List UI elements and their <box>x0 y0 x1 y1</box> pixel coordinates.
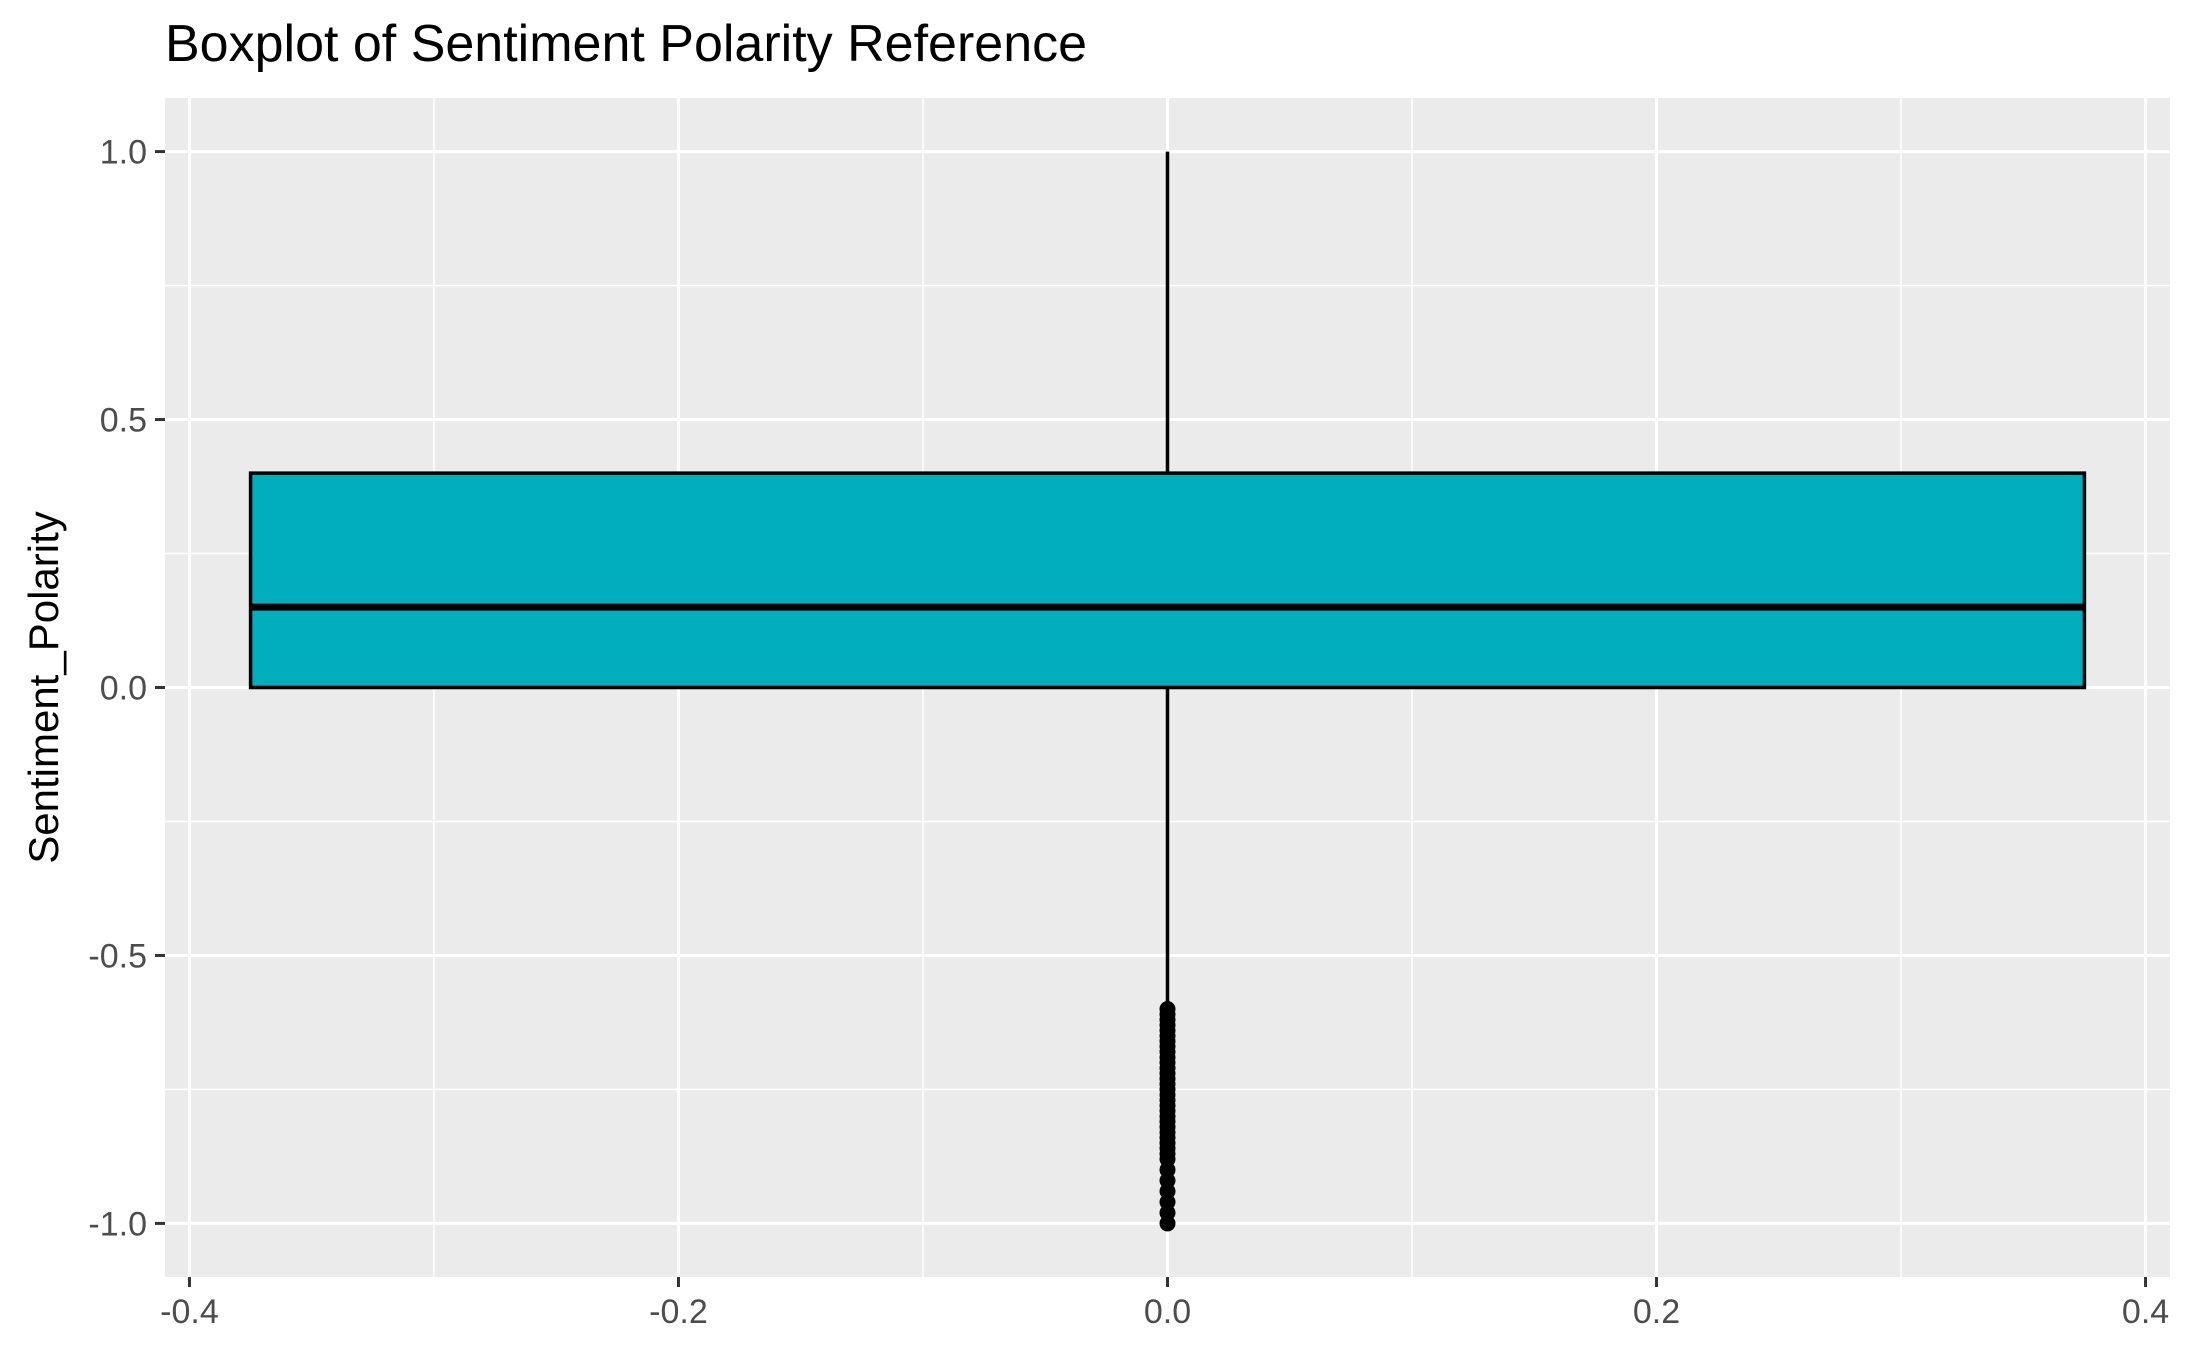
y-tick-label: 1.0 <box>100 134 147 172</box>
chart-title: Boxplot of Sentiment Polarity Reference <box>165 15 1088 73</box>
x-tick-label: 0.2 <box>1633 1293 1680 1331</box>
y-tick-label: -1.0 <box>88 1205 147 1243</box>
y-tick-label: -0.5 <box>88 937 147 975</box>
y-tick-label: 0.0 <box>100 670 147 708</box>
y-axis-title: Sentiment_Polarity <box>20 511 67 864</box>
y-axis: -1.0 -0.5 0.0 0.5 1.0 <box>88 134 165 1243</box>
x-tick-label: 0.4 <box>2122 1293 2169 1331</box>
x-axis: -0.4 -0.2 0.0 0.2 0.4 <box>160 1277 2169 1331</box>
x-tick-label: -0.4 <box>160 1293 219 1331</box>
y-tick-label: 0.5 <box>100 402 147 440</box>
box-group <box>248 151 2087 1010</box>
box-iqr <box>248 471 2087 690</box>
x-tick-label: -0.2 <box>649 1293 708 1331</box>
outlier-point <box>1159 1215 1176 1232</box>
outlier-points <box>1159 1001 1176 1232</box>
x-tick-label: 0.0 <box>1144 1293 1191 1331</box>
